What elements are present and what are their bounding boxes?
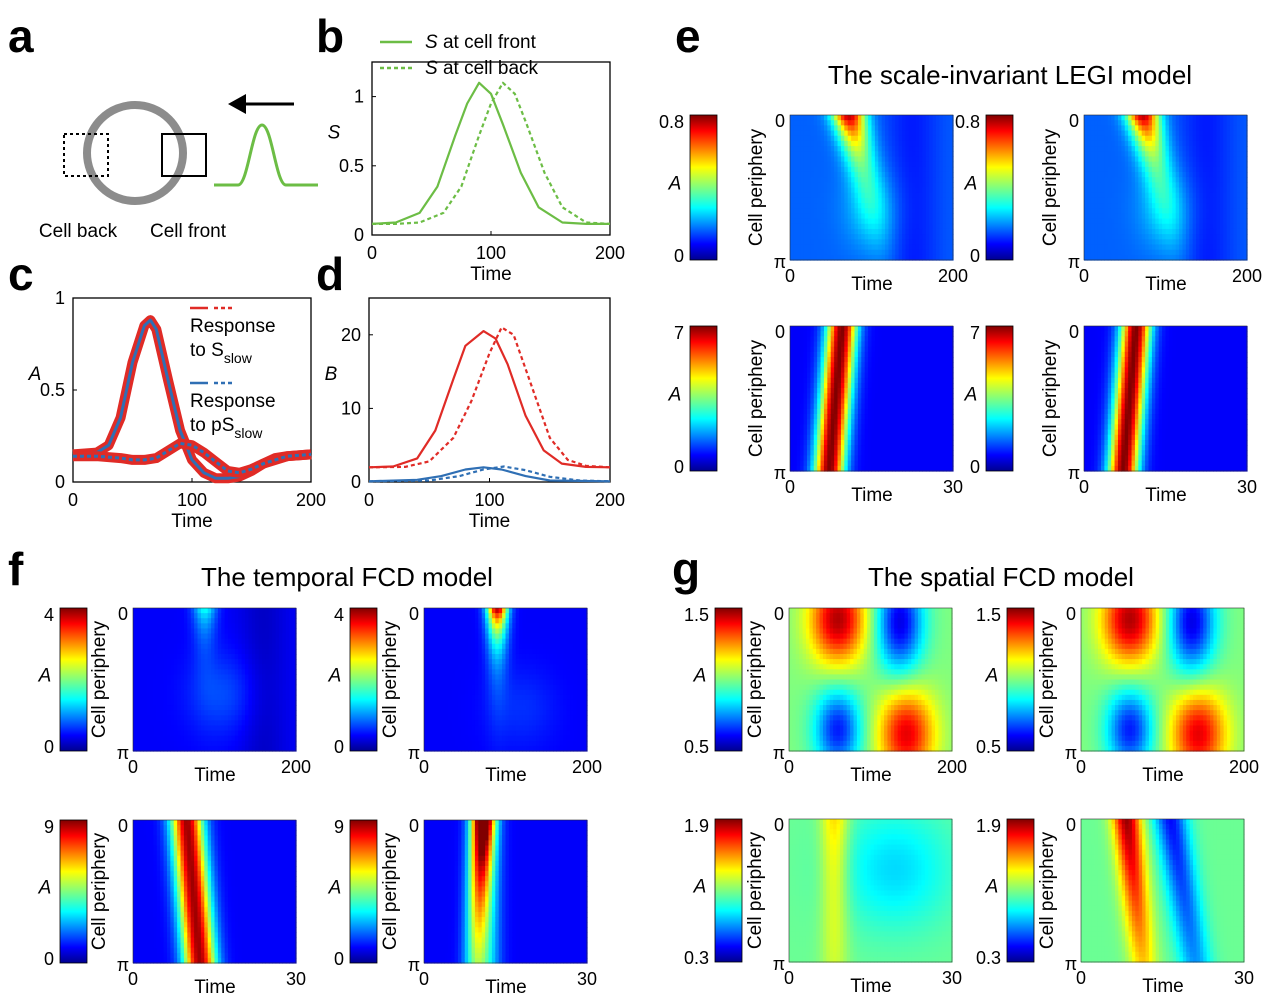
panel-a-schematic: Cell back Cell front [39, 94, 318, 242]
y-tick-label-d: 10 [341, 398, 361, 418]
colorbar-min-label: 0 [674, 457, 684, 477]
plot-frame-b [372, 62, 610, 235]
x-tick-label: 200 [938, 266, 968, 286]
colorbar-axis-label: A [964, 174, 978, 195]
legend-line2-c-0: to Sslow [190, 340, 253, 366]
colorbar-min-label: 0 [970, 246, 980, 266]
x-axis-label: Time [851, 485, 893, 506]
legend-line2-main-c-1: to pS [190, 415, 234, 436]
y-top-label: 0 [775, 322, 785, 342]
legend-line1-c-0: Response [190, 316, 276, 337]
series-line-d-0 [369, 331, 610, 467]
colorbar-max-label: 7 [674, 323, 684, 343]
y-tick-label-c: 0.5 [40, 380, 65, 400]
chart-d: 0 100 200 0 10 20 Time B [325, 298, 625, 532]
y-axis-label-b: S [328, 123, 341, 144]
cell-front-label: Cell front [150, 221, 227, 242]
legend-var-b-1: S [425, 58, 438, 79]
colorbar-axis-label: A [668, 385, 682, 406]
cell-outline [87, 105, 183, 201]
y-top-label: 0 [775, 111, 785, 131]
y-tick-label-d: 20 [341, 325, 361, 345]
x-tick-label: 0 [785, 477, 795, 497]
x-tick-label: 30 [943, 477, 963, 497]
colorbar-min-label: 0 [970, 457, 980, 477]
panel-letter-b: b [316, 10, 344, 62]
colorbar-e-bottom-right [986, 326, 1013, 471]
x-tick-label-c: 0 [68, 490, 78, 510]
y-tick-label-c: 0 [55, 472, 65, 492]
y-tick-label-c: 1 [55, 288, 65, 308]
y-axis-label-c: A [28, 364, 42, 385]
colorbar-e-top-left [690, 115, 717, 260]
panel-letter-a: a [8, 10, 34, 62]
y-tick-label-b: 1 [354, 87, 364, 107]
y-tick-label-d: 0 [351, 472, 361, 492]
x-tick-label-d: 100 [474, 490, 504, 510]
legend-label-b-0: S at cell front [425, 32, 537, 53]
x-tick-label: 0 [785, 266, 795, 286]
y-axis-label: Cell periphery [746, 128, 767, 246]
colorbar-e-top-right [986, 115, 1013, 260]
panel-letter-f: f [8, 543, 24, 595]
legend-label-b-1: S at cell back [425, 58, 539, 79]
x-tick-label-c: 200 [296, 490, 326, 510]
x-axis-label-b: Time [470, 264, 512, 285]
x-tick-label-d: 0 [364, 490, 374, 510]
legend-rest-b-0: at cell front [438, 32, 537, 53]
colorbar-axis-label: A [668, 174, 682, 195]
panel-f-title: The temporal FCD model [201, 562, 493, 592]
x-tick-label: 0 [1079, 266, 1089, 286]
panel-e-title: The scale-invariant LEGI model [828, 60, 1192, 90]
y-tick-label-b: 0 [354, 225, 364, 245]
x-tick-label-b: 200 [595, 243, 625, 263]
panel-letter-g: g [672, 543, 700, 595]
colorbar-e-bottom-left [690, 326, 717, 471]
colorbar-min-label: 0 [674, 246, 684, 266]
colorbar-axis-label: A [964, 385, 978, 406]
y-axis-label-d: B [325, 364, 338, 385]
panel-letter-e: e [675, 10, 701, 62]
panel-g-title: The spatial FCD model [868, 562, 1134, 592]
legend-line2-c-1: to pSslow [190, 415, 263, 441]
x-tick-label-c: 100 [177, 490, 207, 510]
legend-line2-sub-c-1: slow [234, 425, 263, 441]
signal-pulse [214, 125, 318, 185]
legend-var-b-0: S [425, 32, 438, 53]
y-axis-label: Cell periphery [1040, 128, 1061, 246]
panel-letter-c: c [8, 248, 34, 300]
x-tick-label-d: 200 [595, 490, 625, 510]
panel-letter-d: d [316, 248, 344, 300]
x-tick-label-b: 100 [476, 243, 506, 263]
colorbar-max-label: 0.8 [955, 112, 980, 132]
cell-back-label: Cell back [39, 221, 118, 242]
colorbar-max-label: 0.8 [659, 112, 684, 132]
plot-frame-d [369, 298, 610, 482]
y-axis-label: Cell periphery [746, 339, 767, 457]
y-top-label: 0 [1069, 111, 1079, 131]
x-axis-label-d: Time [469, 511, 511, 532]
legend-line1-c-1: Response [190, 391, 276, 412]
series-line-d-1 [369, 327, 610, 467]
y-tick-label-b: 0.5 [339, 156, 364, 176]
x-axis-label: Time [1145, 274, 1187, 295]
series-line-b-1 [372, 83, 610, 224]
left-arrow-icon [228, 94, 246, 114]
x-tick-label-b: 0 [367, 243, 377, 263]
x-axis-label-c: Time [171, 511, 213, 532]
legend-line2-main-c-0: to S [190, 340, 224, 361]
legend-line2-sub-c-0: slow [224, 350, 253, 366]
legend-rest-b-1: at cell back [438, 58, 539, 79]
x-tick-label: 200 [1232, 266, 1262, 286]
x-axis-label: Time [851, 274, 893, 295]
colorbar-max-label: 7 [970, 323, 980, 343]
